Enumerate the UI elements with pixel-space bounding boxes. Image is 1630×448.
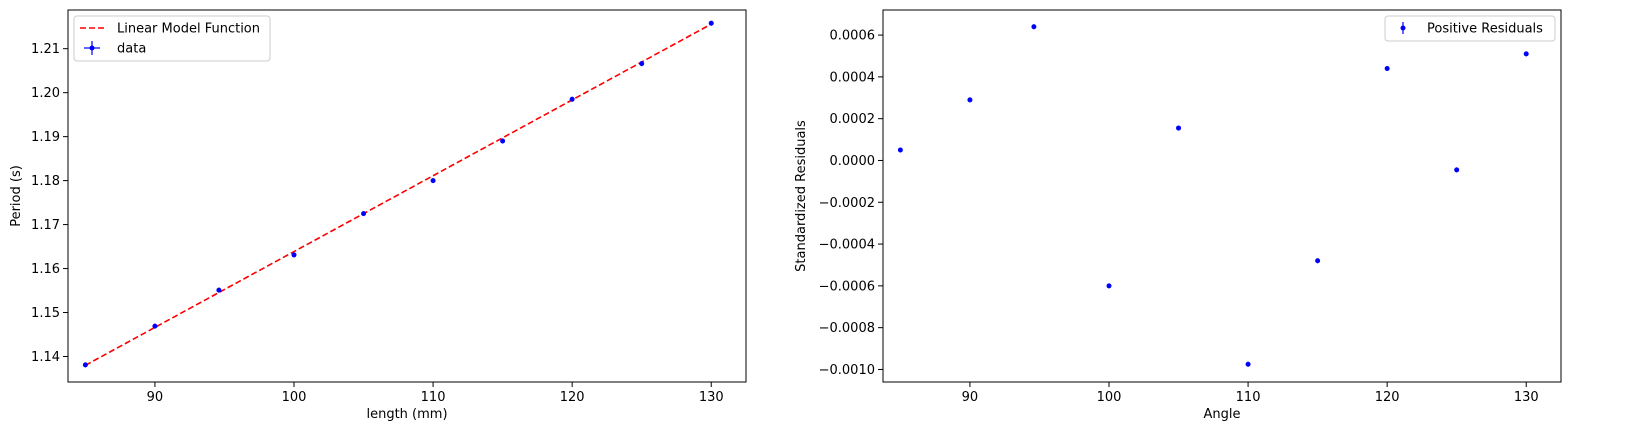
data-point — [291, 252, 297, 258]
y-tick-label: −0.0002 — [819, 196, 875, 211]
x-tick-label: 120 — [560, 390, 585, 405]
y-tick-label: 0.0002 — [830, 112, 876, 127]
y-axis-label: Standardized Residuals — [794, 120, 809, 272]
legend: Linear Model Function data — [73, 15, 271, 62]
data-point — [1176, 125, 1182, 131]
data-point — [1106, 283, 1112, 289]
x-tick-label: 120 — [1375, 390, 1400, 405]
x-tick-label: 90 — [962, 390, 979, 405]
legend-box — [73, 15, 271, 62]
axes-frame — [67, 9, 747, 383]
legend-label: data — [117, 42, 146, 57]
y-tick-label: 1.14 — [31, 350, 60, 365]
x-tick-label: 110 — [1236, 390, 1261, 405]
left-chart-linear-fit: 90 100 110 120 130 1.14 1.15 1.16 1.17 1.18 1.19 1.… — [9, 9, 747, 422]
y-tick-label: 1.19 — [31, 130, 60, 145]
y-tick-label: 1.21 — [31, 42, 60, 57]
y-tick-label: 1.17 — [31, 218, 60, 233]
data-point — [216, 287, 222, 293]
y-tick-label: 1.16 — [31, 262, 60, 277]
data-point — [500, 138, 506, 144]
data-point — [1031, 24, 1037, 30]
data-point — [1523, 51, 1529, 57]
y-tick-label: −0.0006 — [819, 279, 875, 294]
y-tick-label: 1.20 — [31, 86, 60, 101]
x-tick-label: 100 — [282, 390, 307, 405]
x-tick-label: 90 — [147, 390, 164, 405]
data-point — [569, 96, 575, 102]
data-point — [967, 97, 973, 103]
x-axis-label: Angle — [1204, 407, 1241, 422]
data-point — [1315, 258, 1321, 264]
y-tick-label: 0.0004 — [830, 70, 876, 85]
x-tick-label: 100 — [1097, 390, 1122, 405]
legend-box — [1384, 15, 1556, 42]
data-point — [708, 20, 714, 26]
data-point — [82, 362, 88, 368]
data-point — [1384, 66, 1390, 72]
x-tick-label: 110 — [421, 390, 446, 405]
y-tick-label: −0.0004 — [819, 238, 875, 253]
data-point — [152, 323, 158, 329]
y-tick-label: −0.0010 — [819, 363, 875, 378]
axes-frame — [882, 9, 1562, 383]
legend-marker — [89, 45, 95, 51]
data-point — [430, 178, 436, 184]
legend-label: Linear Model Function — [117, 22, 260, 37]
legend: Positive Residuals — [1384, 15, 1556, 42]
data-point — [897, 147, 903, 153]
data-point — [639, 61, 645, 67]
data-point — [1245, 361, 1251, 367]
y-axis-label: Period (s) — [9, 165, 24, 227]
data-point — [361, 211, 367, 217]
x-tick-label: 130 — [1514, 390, 1539, 405]
y-tick-label: 0.0006 — [830, 29, 876, 44]
y-tick-label: 0.0000 — [830, 154, 876, 169]
y-tick-label: 1.18 — [31, 174, 60, 189]
y-tick-label: 1.15 — [31, 306, 60, 321]
legend-marker — [1400, 25, 1406, 31]
right-chart-residuals: 90 100 110 120 130 −0.0010 −0.0008 −0.0006 −0.00… — [794, 9, 1562, 422]
fit-line — [85, 23, 712, 367]
x-axis-label: length (mm) — [366, 407, 447, 422]
x-tick-label: 130 — [699, 390, 724, 405]
data-point — [1454, 167, 1460, 173]
legend-label: Positive Residuals — [1427, 22, 1543, 37]
y-tick-label: −0.0008 — [819, 321, 875, 336]
